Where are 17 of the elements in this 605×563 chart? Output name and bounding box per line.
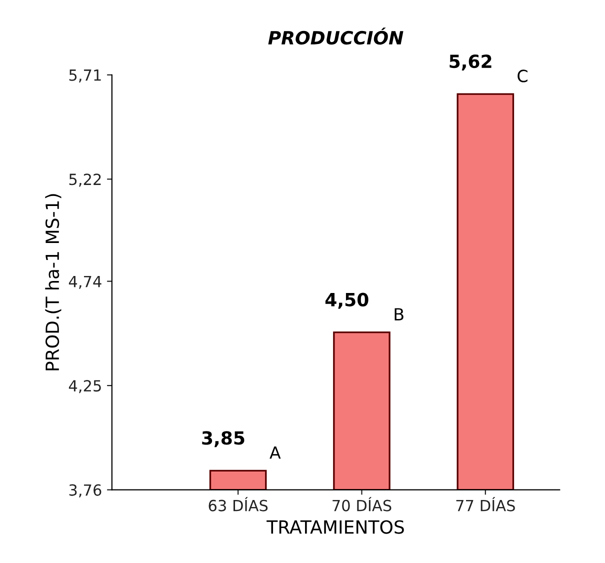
x-tick-label: 63 DÍAS	[208, 497, 268, 512]
x-axis-title: TRATAMIENTOS	[266, 520, 404, 534]
annotation: C	[518, 70, 528, 82]
y-tick-label: 3,76	[69, 484, 102, 498]
y-tick-label: 4,74	[68, 276, 102, 289]
x-tick-label: 70 DÍAS	[332, 497, 392, 512]
annotation: B	[394, 308, 404, 320]
x-tick-label: 77 DÍAS	[456, 497, 515, 512]
y-axis-title: PROD.(T ha-1 MS-1)	[45, 194, 62, 370]
data-label: 5,62	[450, 54, 492, 70]
y-tick-label: 5,22	[69, 174, 101, 187]
y-tick-label: 4,25	[68, 380, 101, 394]
data-label: 4,50	[325, 292, 368, 309]
chart-title: PRODUCCIÓN	[268, 28, 404, 45]
y-tick-label: 5,71	[69, 70, 101, 82]
annotation: A	[270, 446, 281, 459]
data-label: 3,85	[202, 431, 244, 448]
